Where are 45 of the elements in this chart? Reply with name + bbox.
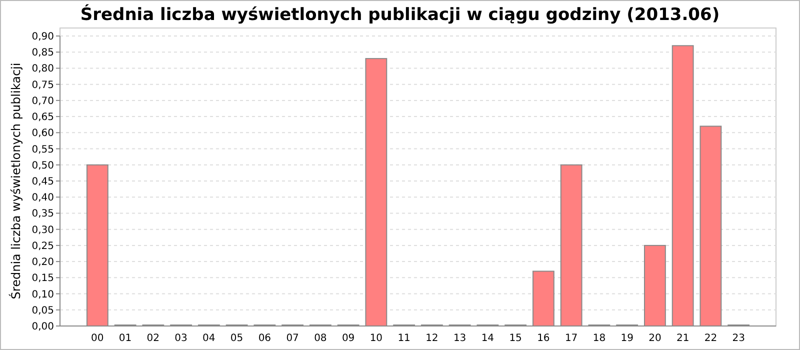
x-tick-label: 19: [620, 333, 634, 344]
x-tick-label: 00: [91, 333, 104, 344]
y-tick-label: 0,25: [32, 240, 54, 252]
y-tick-label: 0,05: [32, 305, 54, 316]
y-tick-label: 0,85: [32, 48, 54, 59]
y-tick-label: 0,35: [32, 208, 54, 220]
y-tick-label: 0,50: [32, 160, 54, 172]
y-tick-label: 0,30: [32, 224, 54, 236]
y-axis-title: Średnia liczba wyświetlonych publikacji: [8, 62, 23, 300]
x-tick-label: 23: [732, 333, 745, 344]
x-tick-label: 01: [118, 333, 132, 344]
y-tick-label: 0,55: [32, 144, 54, 156]
y-tick-label: 0,70: [32, 96, 54, 107]
y-tick-label: 0,75: [32, 80, 54, 91]
x-tick-label: 04: [202, 333, 216, 344]
x-tick-label: 13: [453, 333, 466, 344]
y-tick-label: 0,20: [32, 257, 54, 268]
y-tick-label: 0,00: [32, 322, 54, 332]
x-tick-label: 05: [230, 333, 244, 344]
x-tick-label: 02: [146, 333, 160, 344]
x-tick-label: 11: [398, 333, 410, 344]
x-tick-label: 03: [174, 333, 188, 344]
y-tick-label: 0,60: [32, 128, 54, 140]
x-tick-label: 16: [537, 333, 550, 344]
x-tick-label: 17: [564, 333, 578, 344]
y-tick-label: 0,40: [32, 192, 54, 204]
x-tick-label: 15: [509, 333, 522, 344]
y-tick-label: 0,80: [32, 64, 54, 75]
x-tick-label: 06: [258, 333, 272, 344]
x-tick-label: 20: [648, 333, 662, 344]
x-tick-label: 14: [481, 333, 494, 344]
y-tick-label: 0,45: [32, 176, 54, 188]
x-tick-label: 22: [704, 333, 718, 344]
y-tick-label: 0,90: [32, 32, 54, 42]
x-tick-label: 10: [370, 333, 383, 344]
x-tick-label: 09: [342, 333, 355, 344]
chart-title: Średnia liczba wyświetlonych publikacji w ciągu godziny (2013.06): [80, 4, 720, 25]
y-tick-label: 0,15: [32, 273, 54, 284]
x-tick-label: 21: [676, 333, 690, 344]
y-tick-label: 0,65: [32, 112, 54, 124]
y-tick-label: 0,10: [32, 289, 54, 300]
x-tick-label: 07: [286, 333, 299, 344]
x-tick-label: 08: [314, 333, 327, 344]
x-tick-label: 12: [426, 333, 438, 344]
x-tick-label: 18: [592, 333, 606, 344]
